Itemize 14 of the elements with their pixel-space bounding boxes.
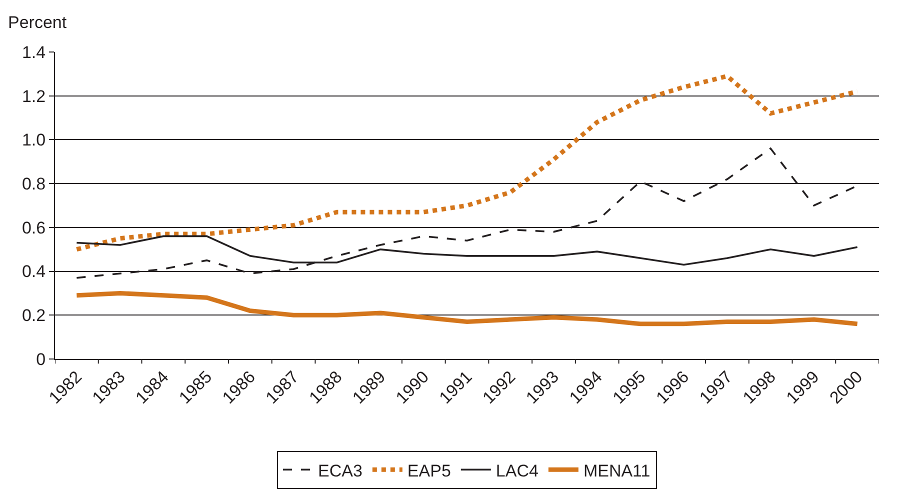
legend-label: ECA3 [318,461,362,480]
legend-label: MENA11 [583,461,650,480]
y-tick-label: 1.4 [22,42,46,62]
y-tick-label: 1.0 [22,130,46,150]
legend-label: LAC4 [496,461,538,480]
y-tick-label: 0.4 [22,262,46,282]
line-series [74,74,860,252]
y-tick-label: 0.8 [22,174,46,194]
legend-label: EAP5 [407,461,451,480]
y-tick-label: 0.6 [22,218,46,238]
y-tick-label: 1.2 [22,86,46,106]
y-tick-label: 0 [36,350,46,369]
y-tick-label: 0.2 [22,306,46,326]
y-axis-title: Percent [8,13,67,32]
